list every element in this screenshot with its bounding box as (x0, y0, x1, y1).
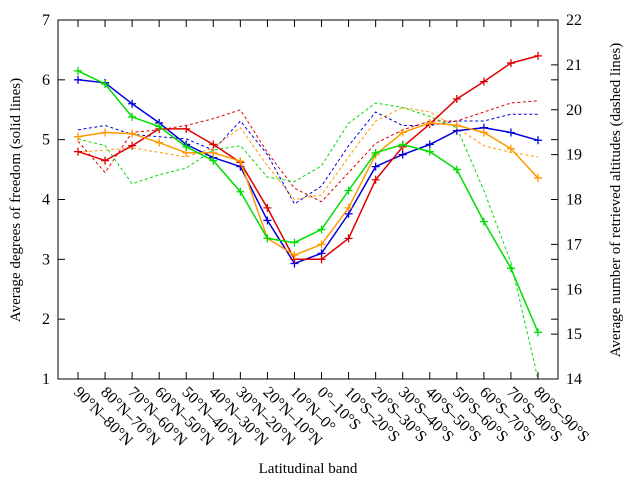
series-4-point (506, 264, 515, 273)
series-3-point (101, 128, 110, 137)
series-3-point (155, 138, 164, 147)
solid-series-line-2 (77, 55, 539, 261)
series-2-point (506, 59, 515, 68)
y2-tick-label: 19 (566, 147, 582, 164)
series-4-point (479, 217, 488, 226)
series-4-point (371, 148, 380, 157)
y2-tick-label: 17 (566, 236, 582, 253)
solid-series-line-4 (77, 70, 539, 333)
series-4-point (128, 112, 137, 121)
series-3-point (452, 121, 461, 130)
y2-tick-label: 22 (566, 12, 582, 29)
y-tick-label: 6 (42, 72, 50, 89)
series-4-point (101, 80, 110, 89)
series-2-point (344, 234, 353, 243)
y-tick-label: 5 (42, 132, 50, 149)
dashed-series-line-3 (77, 106, 539, 201)
series-1-point (398, 150, 407, 159)
series-2-point (74, 147, 82, 156)
y2-tick-label: 21 (566, 57, 582, 74)
series-3-point (534, 173, 542, 182)
solid-series-layer (74, 51, 542, 337)
series-2-point (534, 51, 542, 60)
series-2-point (182, 124, 191, 133)
series-4-point (398, 140, 407, 149)
series-1-point (506, 128, 515, 137)
series-1-point (534, 136, 542, 145)
y-tick-label: 2 (42, 311, 50, 328)
series-2-point (263, 203, 272, 212)
series-3-point (344, 203, 353, 212)
y2-axis-label: Average number of retrieved altitudes (d… (608, 43, 624, 358)
series-2-point (101, 156, 110, 165)
series-3-point (290, 251, 299, 260)
y2-tick-label: 18 (566, 192, 582, 209)
solid-series-line-3 (77, 122, 539, 256)
dashed-series-line-2 (77, 100, 539, 203)
y-tick-label: 4 (42, 192, 50, 209)
dashed-series-layer (77, 100, 539, 380)
series-4-point (317, 225, 326, 234)
series-2-point (317, 255, 326, 264)
y-tick-label: 1 (42, 371, 50, 388)
series-1-point (371, 162, 380, 171)
series-4-point (236, 187, 245, 196)
series-1-point (425, 140, 434, 149)
series-2-point (452, 94, 461, 103)
series-1-point (128, 99, 137, 108)
series-3-point (479, 128, 488, 137)
series-4-point (263, 234, 272, 243)
series-4-point (534, 328, 542, 337)
series-4-point (344, 186, 353, 195)
y2-tick-label: 16 (566, 281, 582, 298)
axes-layer (57, 19, 559, 380)
y2-tick-label: 15 (566, 326, 582, 343)
series-4-point (74, 66, 82, 75)
series-3-point (236, 157, 245, 166)
plot-frame (57, 19, 559, 380)
y2-tick-label: 14 (566, 371, 582, 388)
series-3-point (74, 132, 82, 141)
y2-tick-label: 20 (566, 102, 582, 119)
dashed-series-line-1 (77, 111, 538, 205)
x-axis-label: Latitudinal band (259, 461, 358, 477)
series-1-point (263, 216, 272, 225)
series-4-point (452, 165, 461, 174)
series-2-point (209, 140, 218, 149)
series-3-point (317, 240, 326, 249)
series-2-point (479, 77, 488, 86)
series-2-point (371, 175, 380, 184)
series-4-point (425, 147, 434, 156)
y-axis-label: Average degrees of freedom (solid lines) (8, 78, 24, 322)
series-4-point (155, 122, 164, 131)
series-3-point (128, 129, 137, 138)
series-4-point (209, 156, 218, 165)
y-tick-label: 3 (42, 251, 50, 268)
y-tick-label: 7 (42, 12, 50, 29)
dashed-series-line-4 (77, 102, 539, 380)
series-4-point (182, 142, 191, 151)
series-3-point (425, 118, 434, 127)
series-2-point (128, 141, 137, 150)
solid-series-line-1 (77, 79, 539, 265)
series-3-point (398, 128, 407, 137)
series-1-point (74, 75, 82, 84)
series-3-point (506, 144, 515, 153)
series-4-point (290, 238, 299, 247)
series-3-point (209, 148, 218, 157)
